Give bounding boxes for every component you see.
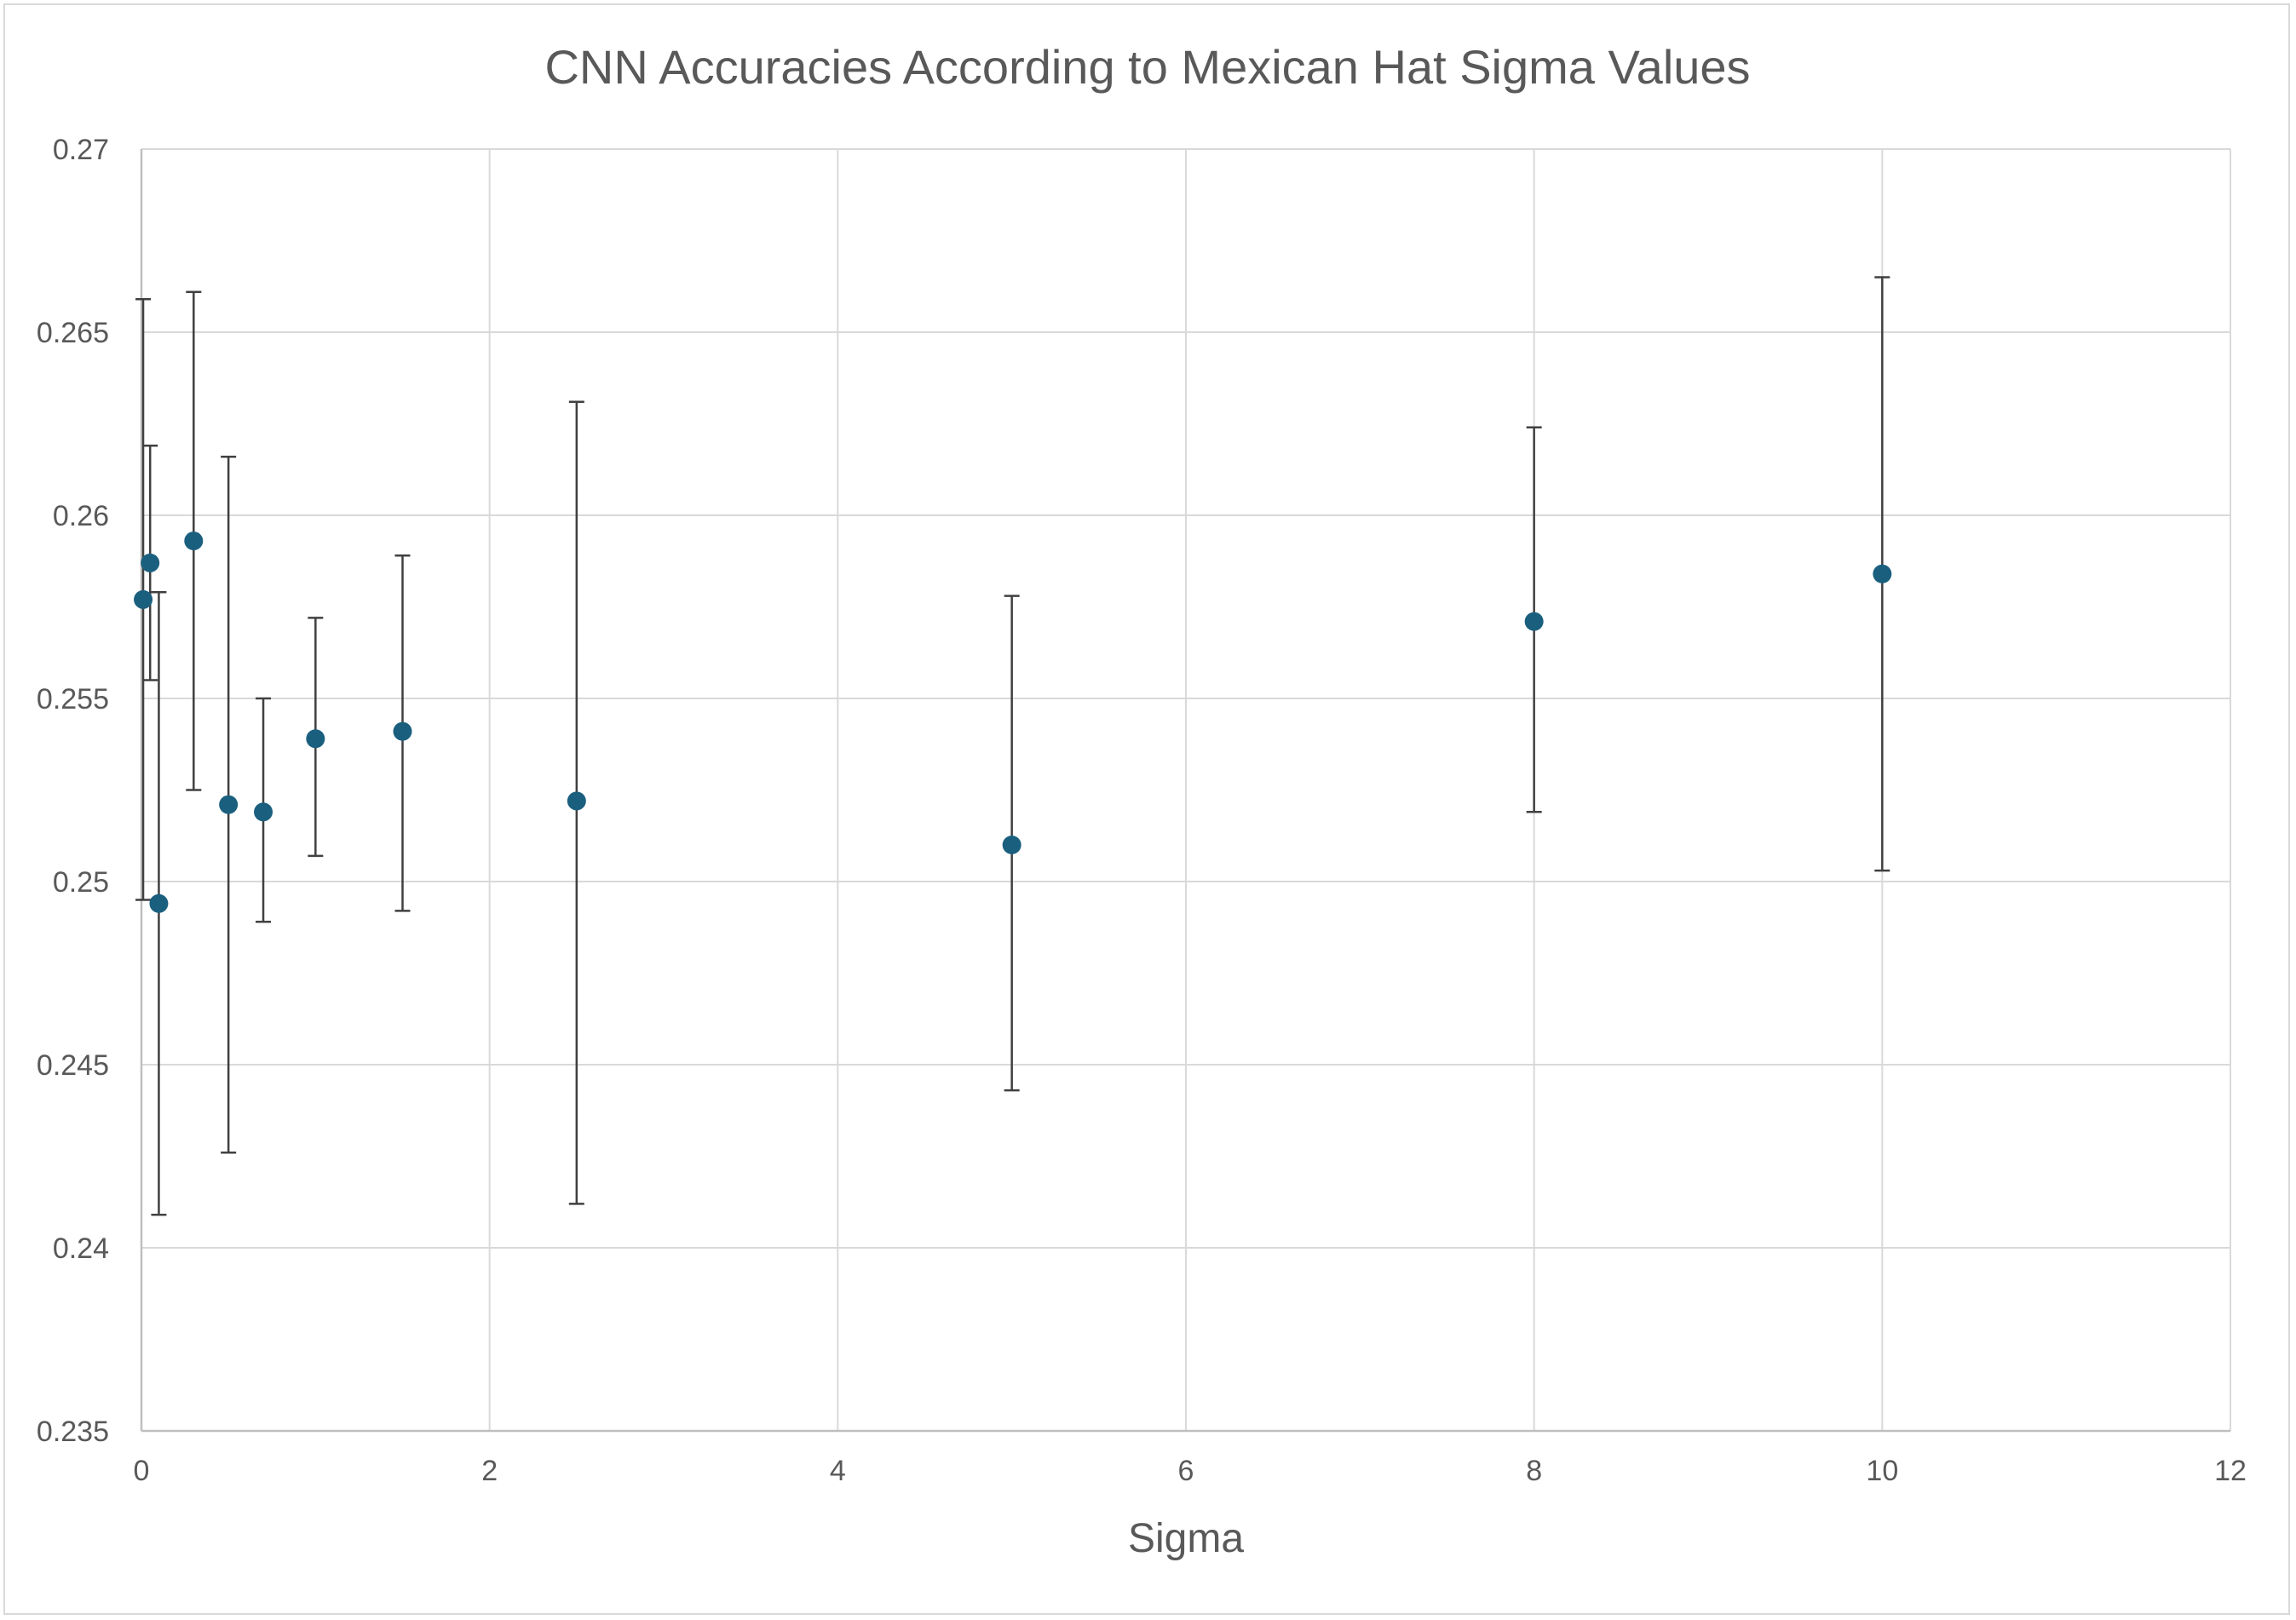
gridlines [141,148,2231,1431]
data-point [393,721,412,741]
data-point [1524,612,1544,631]
y-tick-label: 0.25 [53,866,109,899]
error-bars [135,276,1890,1216]
data-point [134,589,153,609]
y-tick-label: 0.255 [37,683,109,715]
data-points [134,531,1892,913]
x-tick-label: 12 [2214,1455,2247,1487]
chart-title: CNN Accuracies According to Mexican Hat … [544,40,1750,94]
data-point [1873,564,1892,583]
data-point [254,802,273,822]
data-point [306,729,325,749]
data-point [149,893,169,913]
x-tick-label: 0 [134,1455,150,1487]
chart-area [3,3,2290,1615]
y-tick-label: 0.265 [37,317,109,349]
x-tick-label: 6 [1178,1455,1194,1487]
x-axis-tick-labels: 0 2 4 6 8 10 12 [134,1455,2247,1487]
data-point [1002,836,1021,854]
y-tick-label: 0.235 [37,1416,109,1448]
y-tick-label: 0.24 [53,1232,109,1265]
y-axis-tick-labels: 0.235 0.24 0.245 0.25 0.255 0.26 0.265 0.27 [37,134,109,1448]
data-point [567,791,586,811]
y-tick-label: 0.27 [53,134,109,166]
x-tick-label: 8 [1526,1455,1542,1487]
x-tick-label: 2 [481,1455,498,1487]
x-tick-label: 4 [830,1455,846,1487]
x-axis-title: Sigma [1128,1516,1244,1561]
y-tick-label: 0.245 [37,1049,109,1082]
data-point [184,531,204,551]
x-tick-label: 10 [1866,1455,1898,1487]
y-tick-label: 0.26 [53,500,109,532]
data-point [141,553,160,572]
axes [140,149,2230,1433]
data-point [219,795,239,814]
